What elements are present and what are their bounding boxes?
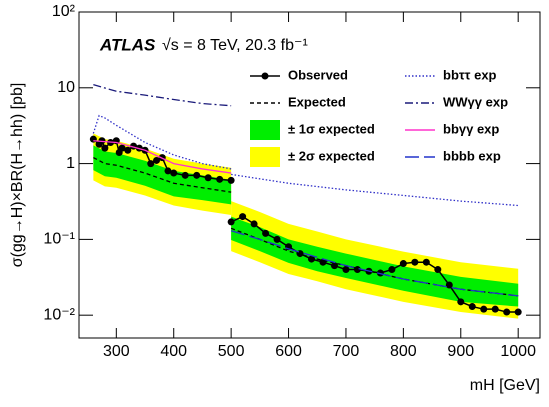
frame (78, 11, 541, 339)
marker (181, 171, 189, 179)
marker (342, 266, 350, 274)
marker (353, 266, 361, 274)
marker (434, 266, 442, 274)
legend-marker (261, 72, 269, 80)
marker (216, 175, 224, 183)
marker (118, 144, 126, 152)
marker (457, 298, 465, 306)
x-tick-label: 300 (103, 343, 130, 360)
legend-label: ± 1σ expected (288, 121, 375, 136)
marker (170, 169, 178, 177)
legend-label: ± 2σ expected (288, 148, 375, 163)
legend-swatch (250, 120, 280, 140)
legend-label: bbττ exp (443, 67, 497, 82)
marker (514, 308, 522, 316)
x-tick-label: 400 (160, 343, 187, 360)
marker (503, 308, 511, 316)
marker (491, 305, 499, 313)
legend-label: bbγγ exp (443, 121, 499, 136)
marker (239, 213, 247, 221)
x-tick-label: 700 (333, 343, 360, 360)
marker (101, 144, 109, 152)
y-axis-label: σ(gg→H)×BR(H→hh) [pb] (9, 83, 26, 268)
x-axis-label: mH [GeV] (470, 377, 540, 394)
y-tick-label: 1 (66, 155, 75, 172)
line (231, 173, 519, 207)
x-tick-label: 500 (218, 343, 245, 360)
band (93, 145, 232, 205)
marker (411, 258, 419, 266)
y-tick-label: 10 (57, 79, 75, 96)
marker (227, 176, 235, 184)
y-tick-label: 10² (52, 3, 76, 20)
marker (422, 258, 430, 266)
marker (480, 305, 488, 313)
subtitle: √s = 8 TeV, 20.3 fb⁻¹ (162, 37, 308, 54)
x-tick-label: 600 (275, 343, 302, 360)
y-tick-label: 10⁻¹ (43, 231, 75, 248)
legend-label: Expected (288, 94, 346, 109)
marker (227, 218, 235, 226)
legend-label: Observed (288, 67, 348, 82)
marker (124, 146, 132, 154)
marker (388, 266, 396, 274)
line (93, 157, 232, 193)
marker (164, 167, 172, 175)
line (230, 227, 519, 297)
marker (399, 260, 407, 268)
line (93, 84, 232, 107)
marker (273, 235, 281, 243)
marker (204, 174, 212, 182)
legend-label: bbbb exp (443, 148, 501, 163)
x-tick-label: 900 (447, 343, 474, 360)
x-tick-label: 1000 (500, 343, 536, 360)
marker (89, 135, 97, 143)
atlas-label: ATLAS (99, 35, 156, 54)
line (230, 230, 519, 297)
legend-label: WWγγ exp (443, 94, 508, 109)
line (93, 140, 232, 174)
marker (330, 262, 338, 270)
marker (153, 156, 161, 164)
y-tick-label: 10⁻² (43, 306, 75, 323)
x-tick-label: 800 (390, 343, 417, 360)
marker (147, 160, 155, 168)
marker (250, 220, 258, 228)
plot-area (89, 84, 522, 319)
marker (193, 171, 201, 179)
legend-swatch (250, 147, 280, 167)
marker (262, 229, 270, 237)
marker (468, 303, 476, 311)
